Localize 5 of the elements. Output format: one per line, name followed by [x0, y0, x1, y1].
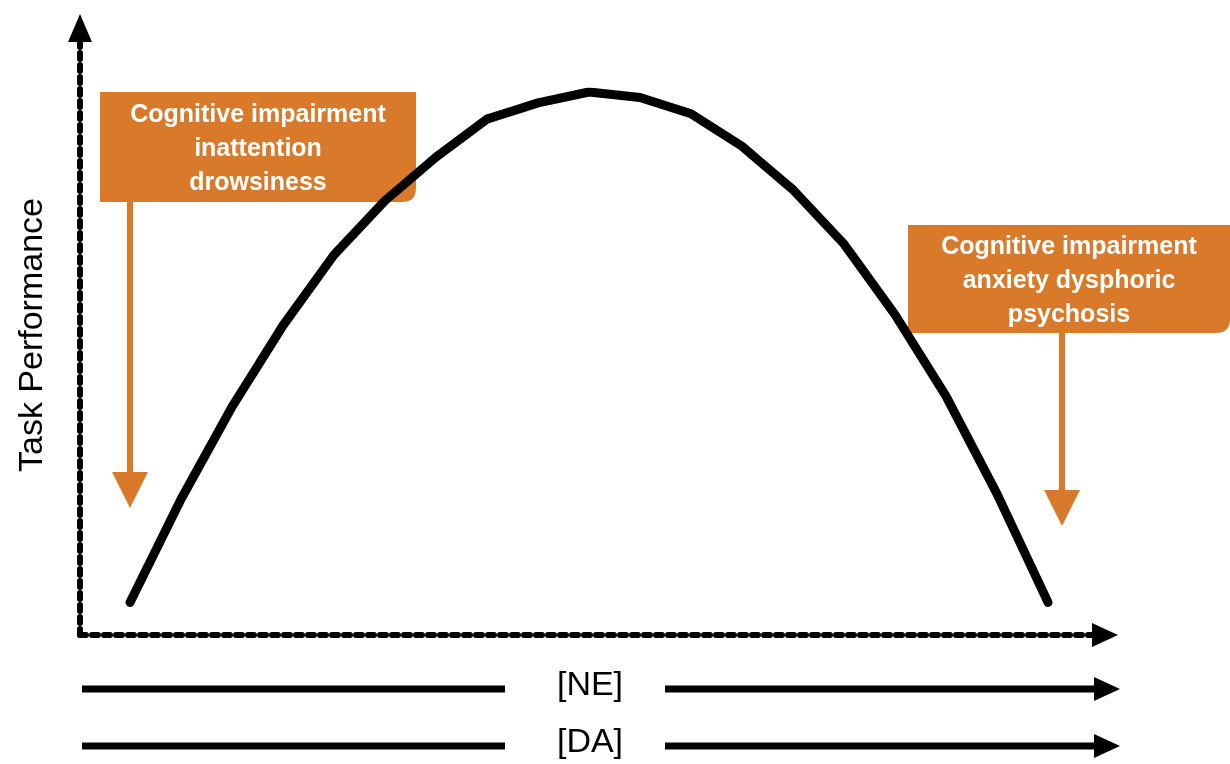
- text: [DA]: [556, 721, 624, 759]
- text: [NE]: [556, 664, 624, 702]
- annotation: Cognitive impairment anxiety dysphoric psychosis: [941, 231, 1198, 327]
- y-axis-title: Task Performance: [11, 198, 49, 472]
- annotation: Cognitive impairment inattention drowsiness: [130, 99, 387, 195]
